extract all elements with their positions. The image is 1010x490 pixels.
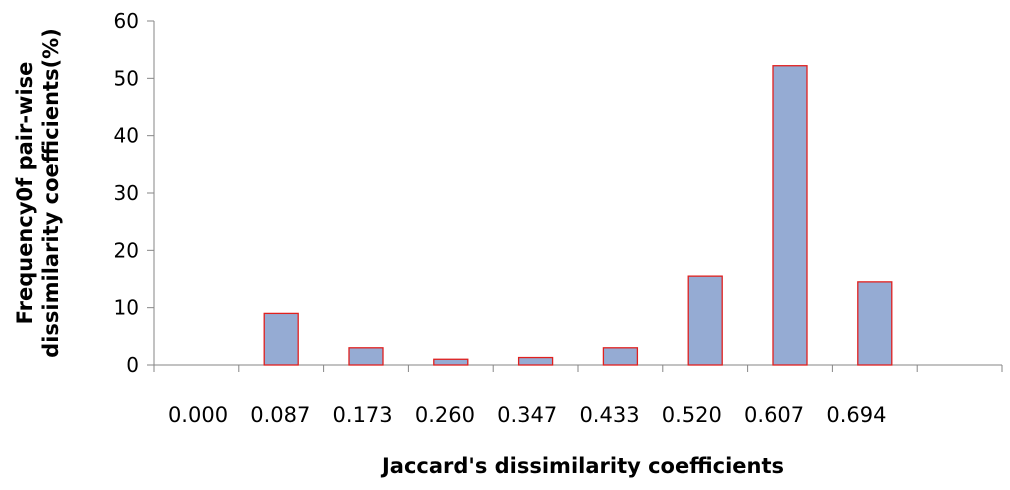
- x-tick-label: 0.694: [826, 403, 886, 427]
- bars: [263, 65, 893, 366]
- x-tick-label: 0.087: [250, 403, 310, 427]
- x-tick-label: 0.520: [662, 403, 722, 427]
- bar-0.260: [433, 358, 469, 366]
- y-axis: 0 10 20 30 40 50 60: [114, 9, 155, 377]
- y-tick-label: 40: [114, 124, 139, 148]
- bar-0.694: [857, 281, 893, 366]
- bar-0.347: [517, 356, 554, 366]
- bar-0.607: [772, 65, 808, 366]
- bar-0.520: [687, 275, 723, 366]
- bar-0.087: [263, 312, 299, 366]
- y-tick-label: 0: [126, 353, 139, 377]
- x-tick-label: 0.000: [168, 403, 228, 427]
- y-tick-label: 60: [114, 9, 139, 33]
- bar-0.433: [602, 347, 639, 366]
- x-tick-label: 0.260: [415, 403, 475, 427]
- x-tick-label: 0.173: [333, 403, 393, 427]
- y-tick-label: 50: [114, 66, 139, 90]
- bar-0.173: [348, 347, 384, 366]
- y-axis-title-line-2: dissimilarity coefficients(%): [39, 28, 63, 358]
- x-tick-labels: 0.000 0.087 0.173 0.260 0.347 0.433 0.520 0.607…: [168, 403, 887, 427]
- y-tick-label: 30: [114, 181, 139, 205]
- x-tick-label: 0.607: [744, 403, 804, 427]
- x-tick-label: 0.433: [579, 403, 639, 427]
- y-axis-title-line-1: Frequency0f pair-wise: [13, 62, 37, 325]
- y-tick-label: 20: [114, 238, 139, 262]
- y-axis-title: Frequency0f pair-wise dissimilarity coef…: [13, 28, 63, 358]
- x-axis: [153, 364, 1003, 372]
- x-tick-label: 0.347: [497, 403, 557, 427]
- y-tick-label: 10: [114, 296, 139, 320]
- x-axis-title: Jaccard's dissimilarity coefficients: [380, 454, 784, 478]
